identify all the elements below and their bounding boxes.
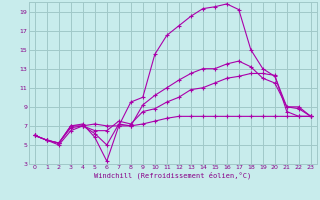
X-axis label: Windchill (Refroidissement éolien,°C): Windchill (Refroidissement éolien,°C) [94,172,252,179]
